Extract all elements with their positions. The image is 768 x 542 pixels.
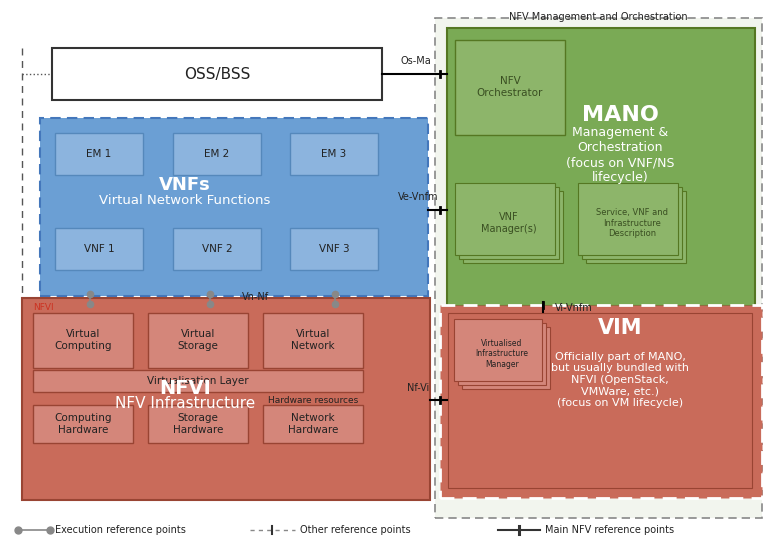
- Bar: [173, 133, 261, 175]
- Text: NFVI: NFVI: [33, 303, 54, 312]
- Text: Storage
Hardware: Storage Hardware: [173, 413, 223, 435]
- Text: Nf-Vi: Nf-Vi: [407, 383, 429, 393]
- Text: EM 3: EM 3: [321, 149, 346, 159]
- Text: OSS/BSS: OSS/BSS: [184, 67, 250, 81]
- Bar: [582, 187, 682, 259]
- Text: VNFs: VNFs: [159, 176, 211, 194]
- Text: Execution reference points: Execution reference points: [55, 525, 186, 535]
- Text: Virtualised
Infrastructure
Manager: Virtualised Infrastructure Manager: [475, 339, 528, 369]
- Bar: [148, 313, 248, 368]
- Bar: [455, 40, 565, 135]
- Text: Virtualisation Layer: Virtualisation Layer: [147, 376, 249, 386]
- Text: NFVI: NFVI: [159, 378, 211, 397]
- Text: Virtual
Storage: Virtual Storage: [177, 329, 218, 351]
- Bar: [454, 319, 542, 381]
- Text: Vi-Vnfm: Vi-Vnfm: [555, 303, 593, 313]
- Bar: [263, 313, 363, 368]
- Text: NFV
Orchestrator: NFV Orchestrator: [477, 76, 543, 98]
- Bar: [148, 405, 248, 443]
- Bar: [462, 327, 550, 389]
- Text: EM 1: EM 1: [86, 149, 111, 159]
- Text: VIM: VIM: [598, 318, 642, 338]
- Bar: [173, 228, 261, 270]
- Text: NFV Infrastructure: NFV Infrastructure: [115, 396, 255, 410]
- Bar: [578, 183, 678, 255]
- Text: Virtual
Computing: Virtual Computing: [55, 329, 112, 351]
- Bar: [55, 133, 143, 175]
- Text: MANO: MANO: [581, 105, 658, 125]
- Text: Management &
Orchestration
(focus on VNF/NS
lifecycle): Management & Orchestration (focus on VNF…: [566, 126, 674, 184]
- Bar: [55, 228, 143, 270]
- Text: Virtual Network Functions: Virtual Network Functions: [99, 193, 270, 207]
- Text: NFV Management and Orchestration: NFV Management and Orchestration: [508, 12, 687, 22]
- Bar: [33, 370, 363, 392]
- Text: Main NFV reference points: Main NFV reference points: [545, 525, 674, 535]
- Text: Other reference points: Other reference points: [300, 525, 411, 535]
- Bar: [435, 18, 762, 518]
- Bar: [447, 28, 755, 306]
- Bar: [52, 48, 382, 100]
- Bar: [40, 118, 428, 296]
- Text: Network
Hardware: Network Hardware: [288, 413, 338, 435]
- Bar: [33, 313, 133, 368]
- Bar: [458, 323, 546, 385]
- Text: Vn-Nf: Vn-Nf: [241, 292, 269, 302]
- Text: Officially part of MANO,
but usually bundled with
NFVI (OpenStack,
VMWare, etc.): Officially part of MANO, but usually bun…: [551, 352, 689, 408]
- Bar: [263, 405, 363, 443]
- Text: VNF 2: VNF 2: [202, 244, 232, 254]
- Text: EM 2: EM 2: [204, 149, 230, 159]
- Bar: [463, 191, 563, 263]
- Bar: [459, 187, 559, 259]
- Text: Hardware resources: Hardware resources: [268, 396, 358, 405]
- Bar: [290, 228, 378, 270]
- Text: VNF
Manager(s): VNF Manager(s): [482, 212, 537, 234]
- Bar: [290, 133, 378, 175]
- Text: Virtual
Network: Virtual Network: [291, 329, 335, 351]
- Bar: [33, 405, 133, 443]
- Text: Os-Ma: Os-Ma: [401, 56, 432, 66]
- Bar: [22, 298, 430, 500]
- Text: VNF 1: VNF 1: [84, 244, 114, 254]
- Text: Service, VNF and
Infrastructure
Description: Service, VNF and Infrastructure Descript…: [596, 208, 668, 238]
- Bar: [586, 191, 686, 263]
- Text: VNF 3: VNF 3: [319, 244, 349, 254]
- Bar: [455, 183, 555, 255]
- Text: Ve-Vnfm: Ve-Vnfm: [398, 192, 439, 202]
- Bar: [448, 313, 752, 488]
- Text: Computing
Hardware: Computing Hardware: [55, 413, 112, 435]
- Bar: [440, 305, 762, 498]
